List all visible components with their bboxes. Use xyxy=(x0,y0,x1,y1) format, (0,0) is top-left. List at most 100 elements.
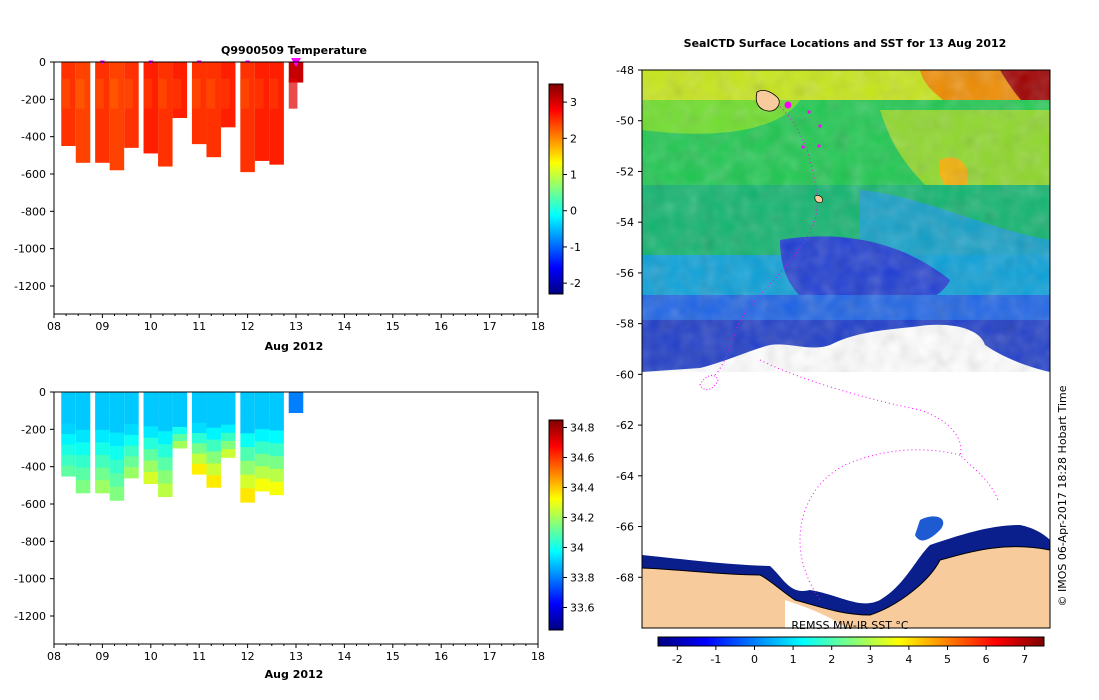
salinity-profile-cell xyxy=(109,405,125,420)
salinity-profile-cell xyxy=(124,402,139,414)
latest-location-marker xyxy=(784,101,792,109)
x-tick-label: 08 xyxy=(47,650,61,663)
salinity-profile-cell xyxy=(191,422,207,434)
map-latitude-axis: -48 -50 -52 -54 -56 -58 -60 -62 -64 -66 -68 xyxy=(616,64,642,584)
salinity-profile-cell xyxy=(158,418,173,432)
salinity-profile-cell xyxy=(158,431,173,445)
x-tick-label: 11 xyxy=(192,320,206,333)
salinity-profile-cell xyxy=(206,415,221,429)
colorbar-tick-label: 34.4 xyxy=(570,482,595,495)
y-tick-label: -1000 xyxy=(14,573,46,586)
colorbar-tick-label: 34.8 xyxy=(570,422,595,435)
sst-celsius-tick-label: 1 xyxy=(790,653,797,666)
salinity-profile-cell xyxy=(124,434,139,447)
salinity-profile-cell xyxy=(240,474,255,489)
salinity-profile-cell xyxy=(288,394,304,398)
y-tick-label: -400 xyxy=(21,131,46,144)
temperature-profile-cell xyxy=(75,62,91,163)
salinity-profile-cell xyxy=(158,392,173,406)
salinity-profile-cell xyxy=(61,392,76,403)
colorbar-tick-label: 34 xyxy=(570,542,584,555)
salinity-profile-cell xyxy=(269,404,284,419)
temperature-profile-cell xyxy=(254,62,270,161)
x-tick-label: 17 xyxy=(483,320,497,333)
colorbar-tick-label: -2 xyxy=(570,277,581,290)
sst-map-panel: SealCTD Surface Locations and SST for 13… xyxy=(616,37,1051,666)
salinity-profile-cell xyxy=(220,441,236,450)
salinity-x-axis: 08 09 10 11 12 13 14 15 16 17 18 xyxy=(47,644,545,663)
sst-celsius-tick-label: 4 xyxy=(905,653,912,666)
sst-celsius-tick-label: 2 xyxy=(828,653,835,666)
salinity-profile-cell xyxy=(191,453,207,465)
salinity-profile-cell xyxy=(95,480,110,494)
salinity-profile-cell xyxy=(143,437,159,450)
salinity-profile-cell xyxy=(254,416,270,430)
salinity-profile-cell xyxy=(206,403,221,417)
salinity-profile-cell xyxy=(206,439,221,452)
latitude-tick-label: -60 xyxy=(616,368,634,381)
temperature-profile-cell xyxy=(158,62,173,167)
y-tick-label: 0 xyxy=(39,56,46,69)
latitude-tick-label: -62 xyxy=(616,419,634,432)
temperature-profile-cell xyxy=(288,62,304,83)
salinity-profile-cell xyxy=(172,413,188,421)
salinity-profile-cell xyxy=(254,441,270,455)
salinity-profile-cell xyxy=(75,392,91,406)
colorbar-tick-label: 33.6 xyxy=(570,602,595,615)
salinity-profile-cell xyxy=(191,433,207,444)
salinity-profile-cell xyxy=(240,460,255,476)
salinity-profiles xyxy=(61,392,304,503)
salinity-profile-cell xyxy=(288,402,304,406)
temperature-section-panel: Q9900509 Temperature 0 -200 -400 -600 -800 -1… xyxy=(14,44,581,353)
x-tick-label: 13 xyxy=(289,650,303,663)
salinity-profile-cell xyxy=(172,392,188,400)
salinity-profile-cell xyxy=(220,432,236,442)
salinity-profile-cell xyxy=(240,433,255,448)
salinity-profile-cell xyxy=(158,405,173,419)
y-tick-label: -600 xyxy=(21,168,46,181)
x-tick-label: 10 xyxy=(144,650,158,663)
temperature-y-axis: 0 -200 -400 -600 -800 -1000 -1200 xyxy=(14,56,54,293)
salinity-profile-cell xyxy=(288,397,304,401)
salinity-profile-cell xyxy=(158,483,173,498)
temperature-chart-title: Q9900509 Temperature xyxy=(221,44,367,57)
sst-colorbar-label: REMSS MW-IR SST °C xyxy=(791,619,909,632)
salinity-profile-cell xyxy=(269,443,284,457)
y-tick-label: -800 xyxy=(21,535,46,548)
salinity-profile-cell xyxy=(288,399,304,403)
salinity-profile-cell xyxy=(75,442,91,456)
salinity-profile-cell xyxy=(75,467,91,481)
salinity-profile-cell xyxy=(75,417,91,431)
salinity-profile-cell xyxy=(95,467,110,481)
salinity-profile-cell xyxy=(75,429,91,443)
x-tick-label: 15 xyxy=(386,650,400,663)
salinity-profile-cell xyxy=(206,463,221,476)
salinity-profile-cell xyxy=(240,392,255,407)
salinity-profile-cell xyxy=(191,443,207,455)
salinity-profile-cell xyxy=(75,455,91,469)
salinity-colorbar-ticks: 34.8 34.6 34.4 34.2 34 33.8 33.6 xyxy=(563,422,595,615)
salinity-profile-cell xyxy=(95,392,110,406)
island-shape xyxy=(755,90,780,112)
salinity-profile-cell xyxy=(61,413,76,424)
temperature-x-label: Aug 2012 xyxy=(265,340,324,353)
colorbar-tick-label: 34.6 xyxy=(570,452,595,465)
salinity-profile-cell xyxy=(254,453,270,467)
salinity-profile-cell xyxy=(61,402,76,414)
salinity-profile-cell xyxy=(124,456,139,468)
colorbar-tick-label: 33.8 xyxy=(570,572,595,585)
salinity-profile-cell xyxy=(75,480,91,494)
salinity-y-axis: 0 -200 -400 -600 -800 -1000 -1200 xyxy=(14,386,54,623)
salinity-profile-cell xyxy=(254,429,270,442)
salinity-profile-cell xyxy=(220,408,236,417)
salinity-profile-cell xyxy=(124,424,139,436)
salinity-profile-cell xyxy=(143,414,159,427)
latitude-tick-label: -54 xyxy=(616,216,634,229)
latitude-tick-label: -56 xyxy=(616,267,634,280)
credit-text: © IMOS 06-Apr-2017 18:28 Hobart Time xyxy=(1056,385,1069,606)
latitude-tick-label: -50 xyxy=(616,115,634,128)
y-tick-label: -800 xyxy=(21,205,46,218)
latitude-tick-label: -68 xyxy=(616,571,634,584)
salinity-profile-cell xyxy=(61,455,76,466)
